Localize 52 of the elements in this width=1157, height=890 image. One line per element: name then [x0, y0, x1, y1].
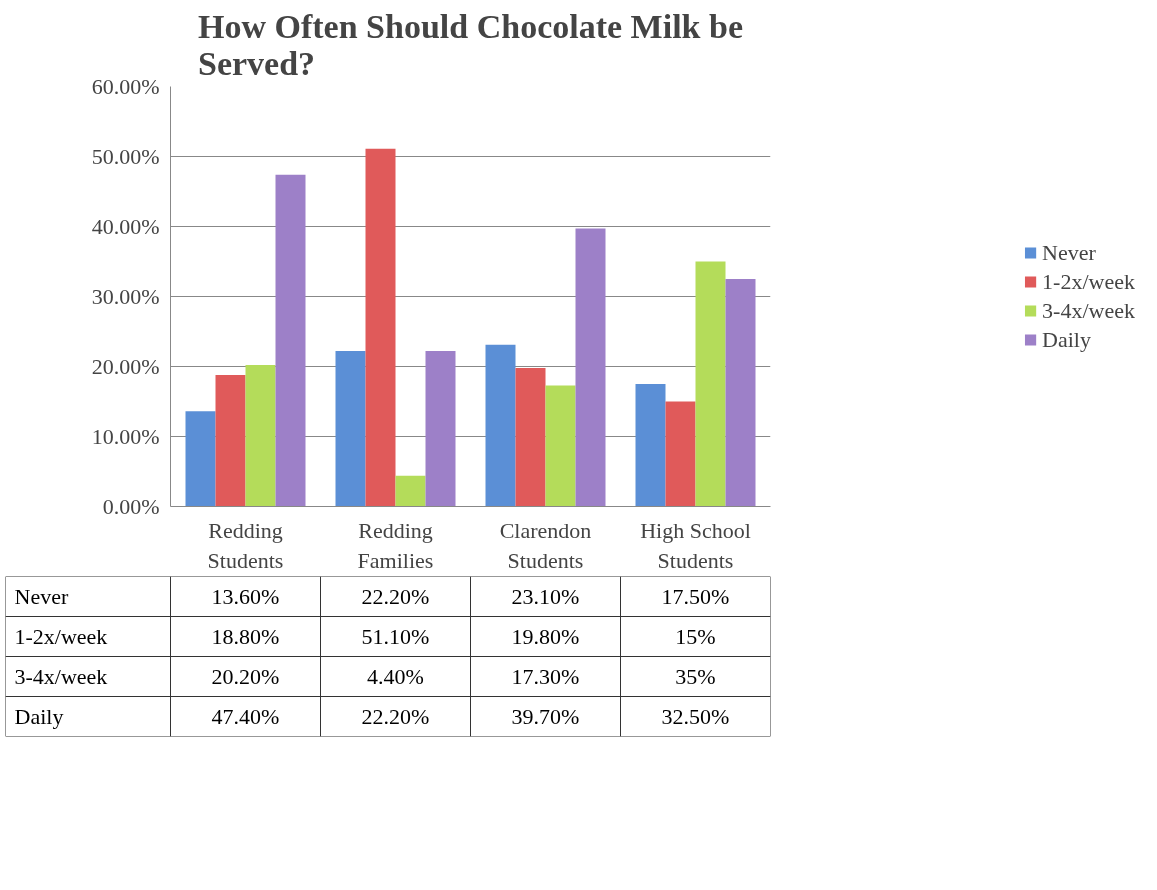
bar [395, 475, 426, 507]
data-label: 32.50% [661, 704, 730, 729]
bar [215, 374, 246, 507]
data-label: 51.10% [361, 624, 430, 649]
y-tick-label: 40.00% [91, 214, 160, 239]
bar [365, 148, 396, 507]
legend-label: 3-4x/week [1042, 297, 1135, 324]
bar [635, 384, 666, 507]
y-tick-label: 20.00% [91, 354, 160, 379]
data-label: 17.30% [511, 664, 580, 689]
x-tick-label: Clarendon Students [499, 517, 592, 573]
bar [575, 228, 606, 507]
data-label: 39.70% [511, 704, 580, 729]
x-tick-label: High School Students [640, 517, 751, 573]
data-label: 17.50% [661, 584, 730, 609]
data-label: 22.20% [361, 704, 430, 729]
data-label: 35% [675, 664, 716, 689]
data-label: 20.20% [211, 664, 280, 689]
bar [665, 401, 696, 507]
bar [185, 411, 216, 507]
bar [425, 351, 456, 507]
bar [725, 279, 756, 507]
bar [275, 174, 306, 507]
data-label: 23.10% [511, 584, 580, 609]
data-label: 18.80% [211, 624, 280, 649]
y-tick-label: 30.00% [91, 284, 160, 309]
text: Never [14, 584, 69, 609]
text: 3-4x/week [14, 664, 108, 689]
x-tick-label: Redding Families [357, 517, 434, 573]
x-tick-label: Redding Students [207, 517, 284, 573]
y-tick-label: 0.00% [102, 494, 160, 519]
y-tick-label: 50.00% [91, 144, 160, 169]
legend-label: Daily [1042, 326, 1091, 353]
data-label: 15% [675, 624, 716, 649]
text: Daily [14, 704, 64, 729]
data-label: 19.80% [511, 624, 580, 649]
y-tick-label: 10.00% [91, 424, 160, 449]
bar [485, 344, 516, 507]
data-label: 13.60% [211, 584, 280, 609]
data-label: 22.20% [361, 584, 430, 609]
legend-label: 1-2x/week [1042, 268, 1135, 295]
chart-title: How Often Should Chocolate Milk be Served? [198, 7, 743, 82]
bar [695, 261, 726, 507]
bar [545, 385, 576, 507]
data-label: 4.40% [367, 664, 424, 689]
text: 1-2x/week [14, 624, 108, 649]
data-label: 47.40% [211, 704, 280, 729]
bar [515, 367, 546, 507]
legend-label: Never [1042, 239, 1096, 266]
y-tick-label: 60.00% [91, 74, 160, 99]
bar [335, 351, 366, 507]
bar [245, 365, 276, 507]
